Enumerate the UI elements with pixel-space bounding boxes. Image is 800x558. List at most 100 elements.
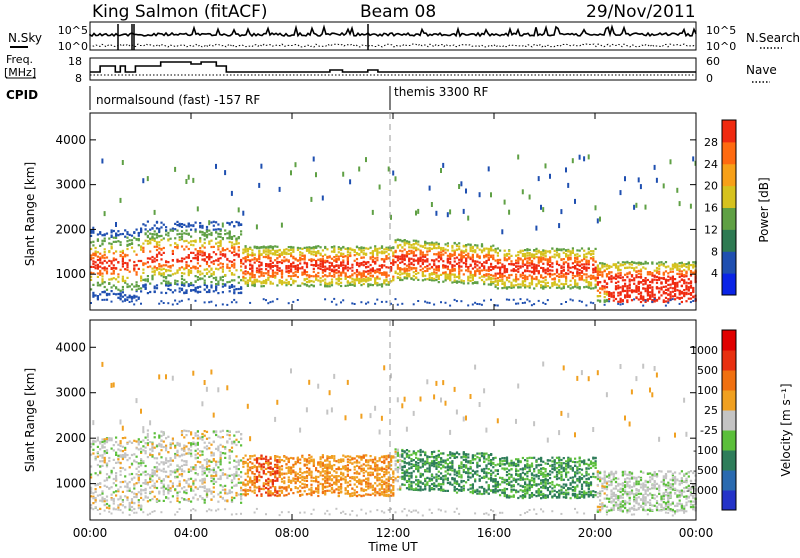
range-gate-cell bbox=[251, 276, 253, 278]
range-gate-cell bbox=[97, 259, 99, 261]
range-gate-cell bbox=[456, 263, 458, 265]
range-gate-cell bbox=[608, 276, 610, 278]
range-gate-cell bbox=[122, 263, 124, 265]
power-colorbar-tick: 8 bbox=[711, 245, 718, 258]
range-gate-cell bbox=[185, 453, 187, 455]
range-gate-cell bbox=[136, 447, 138, 449]
range-gate-cell bbox=[158, 235, 160, 237]
range-gate-cell bbox=[470, 264, 472, 266]
range-gate-cell bbox=[370, 284, 372, 286]
range-gate-cell bbox=[122, 458, 124, 460]
range-gate-cell bbox=[438, 243, 440, 245]
range-gate-cell bbox=[160, 449, 162, 451]
range-gate-cell bbox=[238, 276, 240, 278]
range-gate-cell bbox=[410, 263, 412, 265]
range-gate-cell bbox=[133, 303, 135, 305]
range-gate-cell bbox=[692, 287, 694, 289]
range-gate-cell bbox=[238, 242, 240, 244]
range-gate-cell bbox=[120, 298, 122, 300]
range-gate-cell bbox=[220, 251, 222, 253]
range-gate-cell bbox=[160, 431, 162, 433]
range-gate-cell bbox=[136, 239, 138, 241]
range-gate-cell bbox=[231, 273, 233, 275]
range-gate-cell bbox=[317, 259, 319, 261]
range-gate-cell bbox=[299, 259, 301, 261]
range-gate-cell bbox=[310, 284, 312, 286]
range-gate-cell bbox=[401, 247, 403, 249]
range-gate-cell bbox=[290, 170, 292, 175]
range-gate-cell bbox=[608, 265, 610, 267]
range-gate-cell bbox=[292, 256, 294, 258]
range-gate-cell bbox=[413, 264, 415, 266]
range-gate-cell bbox=[140, 249, 142, 251]
range-gate-cell bbox=[374, 250, 376, 252]
range-gate-cell bbox=[101, 283, 103, 285]
range-gate-cell bbox=[149, 491, 151, 493]
range-gate-cell bbox=[201, 451, 203, 453]
range-gate-cell bbox=[188, 256, 190, 258]
range-gate-cell bbox=[360, 284, 362, 286]
range-gate-cell bbox=[192, 257, 194, 259]
range-gate-cell bbox=[185, 264, 187, 266]
range-gate-cell bbox=[579, 300, 581, 302]
range-gate-cell bbox=[208, 471, 210, 473]
range-gate-cell bbox=[401, 303, 403, 305]
range-gate-cell bbox=[626, 299, 628, 301]
range-gate-cell bbox=[579, 261, 581, 263]
range-gate-cell bbox=[158, 443, 160, 445]
range-gate-cell bbox=[176, 497, 178, 499]
range-gate-cell bbox=[572, 250, 574, 252]
range-gate-cell bbox=[199, 247, 201, 249]
range-gate-cell bbox=[181, 448, 183, 450]
range-gate-cell bbox=[533, 303, 535, 305]
range-gate-cell bbox=[204, 238, 206, 240]
range-gate-cell bbox=[672, 291, 674, 293]
range-gate-cell bbox=[692, 300, 694, 302]
range-gate-cell bbox=[681, 262, 683, 264]
range-gate-cell bbox=[288, 302, 290, 304]
range-gate-cell bbox=[97, 264, 99, 266]
noise-left-bottom: 10^0 bbox=[58, 40, 88, 53]
range-gate-cell bbox=[117, 507, 119, 509]
range-gate-cell bbox=[206, 466, 208, 468]
date-title: 29/Nov/2011 bbox=[586, 2, 696, 22]
range-gate-cell bbox=[115, 494, 117, 496]
range-gate-cell bbox=[476, 244, 478, 246]
range-gate-cell bbox=[120, 509, 122, 511]
range-gate-cell bbox=[147, 240, 149, 242]
range-gate-cell bbox=[267, 263, 269, 265]
range-gate-cell bbox=[204, 479, 206, 481]
range-gate-cell bbox=[201, 433, 203, 435]
range-gate-cell bbox=[101, 273, 103, 275]
range-gate-cell bbox=[574, 286, 576, 288]
range-gate-cell bbox=[683, 280, 685, 282]
range-gate-cell bbox=[190, 229, 192, 231]
range-gate-cell bbox=[508, 286, 510, 288]
range-gate-cell bbox=[483, 300, 485, 302]
range-gate-cell bbox=[229, 260, 231, 262]
range-gate-cell bbox=[374, 303, 376, 305]
range-gate-cell bbox=[151, 498, 153, 500]
range-gate-cell bbox=[292, 275, 294, 277]
range-gate-cell bbox=[601, 285, 603, 287]
range-gate-cell bbox=[183, 447, 185, 449]
freq-lines bbox=[90, 62, 696, 75]
range-gate-cell bbox=[329, 256, 331, 258]
range-gate-cell bbox=[349, 252, 351, 254]
range-gate-cell bbox=[524, 253, 526, 255]
range-gate-cell bbox=[215, 289, 217, 291]
range-gate-cell bbox=[481, 269, 483, 271]
range-gate-cell bbox=[320, 268, 322, 270]
range-gate-cell bbox=[345, 248, 347, 250]
range-gate-cell bbox=[565, 283, 567, 285]
range-gate-cell bbox=[185, 464, 187, 466]
range-gate-cell bbox=[140, 462, 142, 464]
range-gate-cell bbox=[660, 282, 662, 284]
range-gate-cell bbox=[179, 485, 181, 487]
range-gate-cell bbox=[254, 254, 256, 256]
range-gate-cell bbox=[665, 270, 667, 272]
range-gate-cell bbox=[288, 275, 290, 277]
range-gate-cell bbox=[176, 454, 178, 456]
range-gate-cell bbox=[651, 281, 653, 283]
range-gate-cell bbox=[101, 447, 103, 449]
